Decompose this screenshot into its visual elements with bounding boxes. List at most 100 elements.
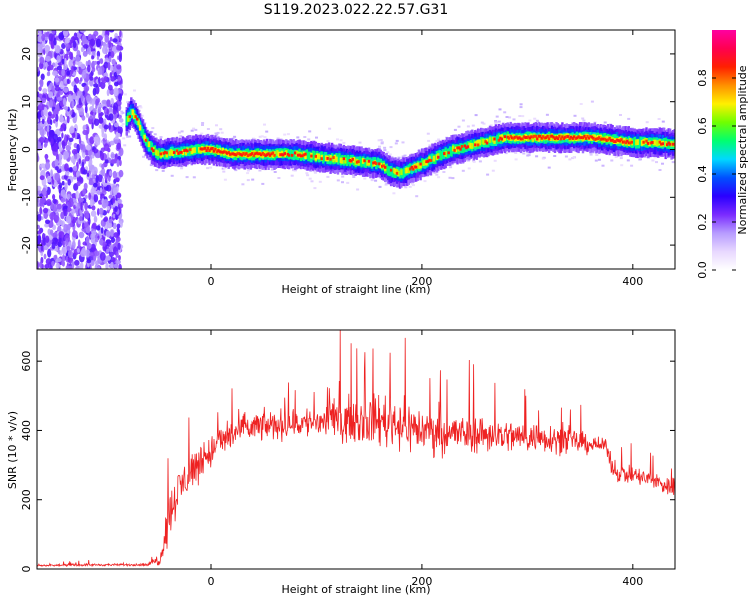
- heatmap-cell: [43, 143, 47, 148]
- heatmap-cell: [526, 151, 530, 154]
- heatmap-cell: [651, 141, 654, 144]
- heatmap-cell: [358, 141, 362, 144]
- heatmap-cell: [404, 167, 408, 174]
- heatmap-cell: [95, 175, 99, 184]
- heatmap-cell: [201, 124, 204, 126]
- heatmap-cell: [71, 99, 75, 108]
- heatmap-cell: [276, 137, 280, 140]
- heatmap-cell: [248, 153, 251, 157]
- heatmap-cell: [342, 157, 346, 161]
- heatmap-cell: [578, 136, 582, 140]
- heatmap-cell: [645, 121, 649, 124]
- heatmap-cell: [105, 262, 109, 269]
- heatmap-cell: [593, 138, 596, 141]
- heatmap-cell: [427, 139, 431, 142]
- heatmap-cell: [79, 30, 86, 33]
- heatmap-cell: [668, 142, 672, 146]
- heatmap-cell: [583, 134, 586, 138]
- heatmap-cell: [78, 158, 81, 165]
- heatmap-cell: [69, 167, 73, 173]
- heatmap-cell: [415, 165, 418, 169]
- heatmap-cell: [122, 137, 126, 140]
- heatmap-cell: [64, 182, 68, 191]
- heatmap-cell: [627, 117, 631, 120]
- heatmap-cell: [316, 153, 319, 160]
- heatmap-cell: [90, 210, 97, 217]
- heatmap-cell: [580, 136, 583, 140]
- heatmap-cell: [41, 33, 45, 42]
- heatmap-cell: [37, 230, 42, 235]
- heatmap-cell: [44, 108, 48, 117]
- x-tick-label: 0: [208, 275, 215, 288]
- heatmap-cell: [93, 194, 99, 203]
- heatmap-cell: [379, 139, 383, 141]
- heatmap-cell: [461, 161, 465, 164]
- heatmap-cell: [308, 151, 312, 162]
- heatmap-cell: [467, 167, 471, 170]
- heatmap-cell: [42, 88, 48, 94]
- heatmap-cell: [222, 170, 226, 173]
- heatmap-cell: [67, 215, 72, 225]
- heatmap-cell: [453, 128, 457, 131]
- heatmap-cell: [435, 154, 439, 160]
- heatmap-cell: [434, 154, 437, 164]
- heatmap-cell: [394, 168, 397, 175]
- heatmap-cell: [541, 157, 545, 160]
- heatmap-cell: [59, 182, 63, 189]
- heatmap-cell: [109, 36, 113, 42]
- heatmap-cell: [311, 150, 315, 161]
- heatmap-cell: [97, 265, 101, 269]
- heatmap-cell: [533, 117, 537, 120]
- heatmap-cell: [150, 147, 154, 151]
- heatmap-cell: [57, 136, 62, 142]
- heatmap-cell: [117, 242, 121, 250]
- heatmap-cell: [74, 259, 80, 266]
- heatmap-cell: [363, 159, 366, 163]
- heatmap-cell: [86, 172, 90, 177]
- heatmap-cell: [416, 162, 419, 169]
- heatmap-cell: [313, 187, 317, 190]
- heatmap-cell: [384, 165, 387, 169]
- heatmap-cell: [332, 156, 335, 159]
- heatmap-cell: [556, 137, 560, 141]
- heatmap-cell: [289, 149, 292, 159]
- heatmap-cell: [84, 155, 90, 162]
- heatmap-cell: [234, 153, 238, 157]
- heatmap-cell: [280, 153, 284, 157]
- heatmap-cell: [110, 237, 116, 244]
- heatmap-cell: [630, 164, 634, 167]
- heatmap-cell: [605, 135, 608, 142]
- heatmap-cell: [37, 185, 42, 191]
- heatmap-cell: [347, 154, 350, 165]
- heatmap-cell: [559, 133, 563, 140]
- heatmap-cell: [80, 249, 86, 258]
- heatmap-cell: [106, 248, 110, 253]
- y-tick-label: 200: [20, 489, 33, 510]
- heatmap-cell: [195, 144, 198, 155]
- heatmap-cell: [53, 142, 59, 152]
- heatmap-cell: [549, 134, 552, 138]
- heatmap-cell: [472, 139, 475, 149]
- heatmap-cell: [449, 146, 452, 156]
- heatmap-cell: [40, 110, 44, 117]
- heatmap-cell: [292, 169, 296, 172]
- heatmap-cell: [512, 136, 515, 140]
- heatmap-cell: [498, 108, 502, 111]
- heatmap-cell: [118, 54, 123, 63]
- heatmap-cell: [49, 212, 55, 221]
- heatmap-cell: [76, 50, 81, 57]
- heatmap-cell: [466, 145, 470, 149]
- heatmap-cell: [305, 172, 309, 175]
- heatmap-cell: [667, 141, 670, 145]
- heatmap-cell: [348, 159, 351, 162]
- heatmap-cell: [219, 128, 223, 131]
- heatmap-cell: [528, 119, 532, 122]
- heatmap-cell: [108, 55, 112, 63]
- heatmap-cell: [658, 140, 661, 144]
- heatmap-cell: [537, 134, 540, 138]
- heatmap-cell: [37, 214, 42, 222]
- heatmap-cell: [503, 111, 507, 114]
- heatmap-cell: [513, 135, 517, 139]
- heatmap-cell: [401, 168, 405, 179]
- heatmap-cell: [85, 112, 89, 118]
